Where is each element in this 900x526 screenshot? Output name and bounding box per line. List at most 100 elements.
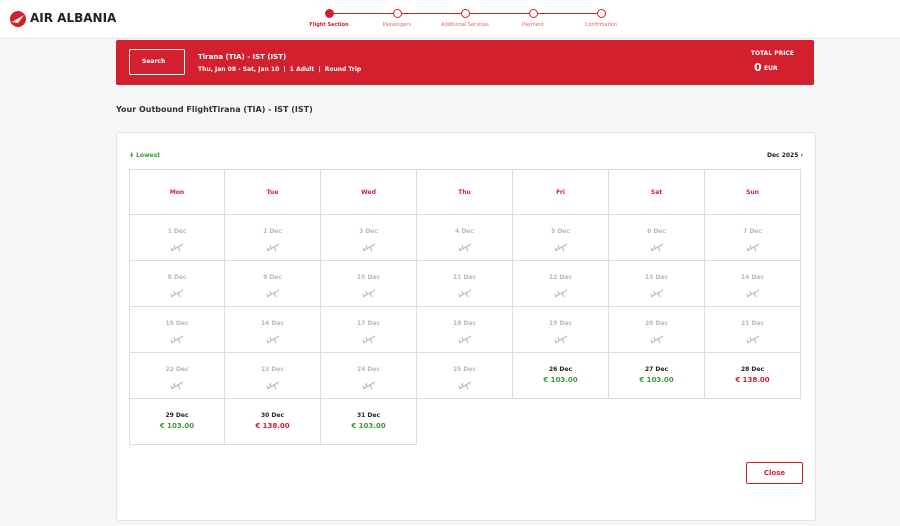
day-date: 7 Dec <box>743 228 762 235</box>
lowest-text: Lowest <box>136 152 161 159</box>
day-date[interactable]: 28 Dec <box>740 366 765 373</box>
plane-icon <box>170 243 184 252</box>
day-date[interactable]: 26 Dec <box>548 366 573 373</box>
day-date[interactable]: 31 Dec <box>356 412 381 419</box>
step-label[interactable]: Confirmation <box>584 22 618 28</box>
day-cell: 12 Dec <box>513 261 609 307</box>
plane-wrap <box>513 237 608 256</box>
day-date: 4 Dec <box>455 228 474 235</box>
plane-icon <box>649 243 663 252</box>
step-label[interactable]: Passengers <box>382 22 412 28</box>
day-price[interactable]: € 138.00 <box>255 422 290 430</box>
day-cell-priced[interactable]: 31 Dec € 103.00 <box>321 399 417 445</box>
plane-wrap <box>417 237 512 256</box>
day-date: 20 Dec <box>644 320 669 327</box>
day-price[interactable]: € 103.00 <box>159 422 195 430</box>
weekday: Thu <box>458 189 471 196</box>
plane-wrap <box>705 283 800 302</box>
weekday: Sun <box>746 189 759 196</box>
day-price[interactable]: € 103.00 <box>639 376 674 384</box>
plane-wrap <box>130 237 224 256</box>
day-date: 16 Dec <box>260 320 285 327</box>
day-date: 13 Dec <box>644 274 669 281</box>
day-date: 2 Dec <box>263 228 282 235</box>
day-date: 24 Dec <box>356 366 381 373</box>
plane-icon <box>265 289 279 298</box>
close-button[interactable]: Close <box>746 462 803 484</box>
weekday-cell: Fri <box>513 169 609 215</box>
plane-icon <box>649 289 663 298</box>
month-label[interactable]: Dec 2025 <box>767 152 799 159</box>
plane-icon <box>745 289 759 298</box>
plane-wrap <box>225 283 320 302</box>
plane-icon <box>265 243 279 252</box>
day-cell: 1 Dec <box>129 215 225 261</box>
plane-icon <box>457 381 471 390</box>
plane-icon <box>361 335 375 344</box>
step-dot[interactable] <box>393 9 402 18</box>
day-cell-priced[interactable]: 26 Dec € 103.00 <box>513 353 609 399</box>
trip-details: Thu, Jan 08 - Sat, Jan 10 | 1 Adult | Ro… <box>198 66 362 73</box>
plane-icon <box>745 243 759 252</box>
day-cell: 21 Dec <box>705 307 801 353</box>
top-bar: AIR ALBANIA Flight Section Passengers Addi… <box>0 0 900 39</box>
day-date: 23 Dec <box>260 366 285 373</box>
day-date: 17 Dec <box>356 320 381 327</box>
plane-icon <box>265 335 279 344</box>
plane-wrap <box>225 329 320 348</box>
day-cell: 19 Dec <box>513 307 609 353</box>
day-date[interactable]: 30 Dec <box>260 412 285 419</box>
day-date: 25 Dec <box>452 366 477 373</box>
plane-wrap <box>513 283 608 302</box>
search-button[interactable]: Search <box>129 49 185 75</box>
outbound-label: Your Outbound Flight <box>116 105 213 114</box>
day-date: 11 Dec <box>452 274 477 281</box>
day-price[interactable]: € 138.00 <box>735 376 770 384</box>
plane-wrap <box>417 283 512 302</box>
weekday-cell: Tue <box>225 169 321 215</box>
calendar: ⬇ Lowest Dec 2025 › Mon Tue Wed Thu Fri Sat Su… <box>116 132 816 521</box>
day-cell-priced[interactable]: 28 Dec € 138.00 <box>705 353 801 399</box>
plane-wrap <box>417 375 512 394</box>
plane-wrap <box>609 329 704 348</box>
plane-wrap <box>321 375 416 394</box>
day-cell-priced[interactable]: 29 Dec € 103.00 <box>129 399 225 445</box>
weekday-cell: Mon <box>129 169 225 215</box>
weekday: Tue <box>266 189 279 196</box>
day-date[interactable]: 27 Dec <box>644 366 669 373</box>
route: Tirana (TIA) - IST (IST) <box>198 53 287 61</box>
plane-icon <box>553 335 567 344</box>
day-price[interactable]: € 103.00 <box>543 376 578 384</box>
step-dot[interactable] <box>325 9 334 18</box>
step-label[interactable]: Payment <box>522 22 544 28</box>
day-cell: 17 Dec <box>321 307 417 353</box>
plane-wrap <box>609 283 704 302</box>
plane-wrap <box>417 329 512 348</box>
step-dot[interactable] <box>461 9 470 18</box>
day-cell-priced[interactable]: 27 Dec € 103.00 <box>609 353 705 399</box>
day-date: 1 Dec <box>167 228 187 235</box>
day-date: 18 Dec <box>452 320 477 327</box>
day-date: 22 Dec <box>165 366 189 373</box>
plane-wrap <box>513 329 608 348</box>
logo-text[interactable]: AIR ALBANIA <box>30 11 117 25</box>
total-value: 0 <box>754 61 762 74</box>
day-price[interactable]: € 103.00 <box>351 422 386 430</box>
lowest-legend: ⬇ Lowest <box>129 152 161 159</box>
day-cell: 16 Dec <box>225 307 321 353</box>
day-date: 5 Dec <box>551 228 570 235</box>
month-nav[interactable]: Dec 2025 › <box>767 152 803 159</box>
currency: EUR <box>764 65 778 72</box>
day-cell: 15 Dec <box>129 307 225 353</box>
step-label[interactable]: Flight Section <box>309 22 349 28</box>
plane-wrap <box>609 237 704 256</box>
step-dot[interactable] <box>529 9 538 18</box>
plane-icon <box>457 243 471 252</box>
day-cell-priced[interactable]: 30 Dec € 138.00 <box>225 399 321 445</box>
step-label[interactable]: Additional Services <box>441 22 489 28</box>
day-date[interactable]: 29 Dec <box>165 412 189 419</box>
plane-icon <box>170 381 184 390</box>
search-label[interactable]: Search <box>142 58 166 65</box>
plane-icon <box>745 335 759 344</box>
step-dot[interactable] <box>597 9 606 18</box>
